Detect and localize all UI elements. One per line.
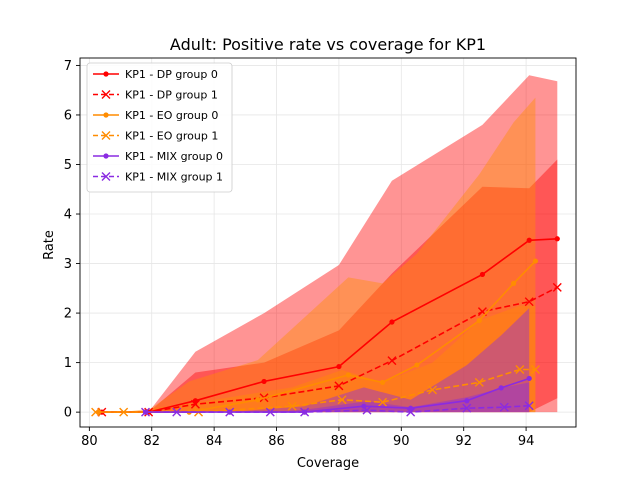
x-tick-label: 84 (206, 434, 223, 449)
data-point (141, 407, 151, 417)
series-band (98, 97, 536, 413)
series-line (145, 404, 530, 413)
legend-marker (103, 71, 109, 77)
legend-marker (103, 112, 109, 118)
data-point (414, 362, 420, 368)
legend-label: KP1 - DP group 1 (125, 89, 218, 102)
data-point (474, 377, 484, 387)
data-point (336, 363, 342, 370)
legend-marker (101, 172, 111, 181)
x-tick-label: 92 (455, 434, 472, 449)
y-tick-label: 3 (64, 257, 72, 272)
series-band (101, 75, 558, 413)
data-point (526, 375, 532, 382)
data-point (334, 381, 344, 391)
data-point (530, 365, 540, 375)
data-point (511, 280, 517, 286)
y-tick-label: 1 (64, 356, 72, 371)
data-point (172, 407, 182, 417)
legend-label: KP1 - MIX group 0 (125, 150, 223, 163)
plot-frame (79, 57, 577, 428)
data-point (389, 319, 395, 325)
x-tick-label: 90 (393, 434, 410, 449)
y-tick-label: 6 (64, 108, 72, 123)
data-point (524, 401, 534, 411)
legend: KP1 - DP group 0 KP1 - DP group 1 KP1 - EO… (86, 62, 233, 193)
chart-title: Adult: Positive rate vs coverage for KP1 (170, 35, 486, 54)
data-point (498, 385, 504, 391)
legend-marker (103, 153, 109, 159)
x-tick-label: 80 (81, 434, 98, 449)
data-point (515, 365, 525, 375)
plot-area: 80 82 84 86 88 90 92 94 0 1 2 3 4 5 6 7 (64, 57, 577, 449)
data-point (499, 402, 509, 412)
legend-label: KP1 - EO group 1 (125, 130, 218, 143)
data-point (526, 237, 532, 243)
data-point (362, 405, 372, 415)
y-tick-label: 0 (64, 406, 72, 421)
data-point (337, 395, 347, 405)
data-point (265, 407, 275, 417)
data-point (261, 378, 267, 385)
data-point (552, 282, 562, 292)
legend-marker (101, 90, 111, 99)
x-tick-label: 82 (143, 434, 160, 449)
y-tick-label: 2 (64, 307, 72, 322)
legend-box (86, 62, 233, 193)
data-point (190, 399, 200, 409)
data-point (408, 405, 414, 411)
data-point (464, 398, 470, 404)
data-point (91, 407, 101, 417)
data-point (524, 297, 534, 307)
x-axis-label: Coverage (297, 456, 359, 471)
data-point (406, 407, 416, 417)
legend-label: KP1 - MIX group 1 (125, 171, 223, 184)
data-point (476, 317, 482, 324)
x-tick-label: 94 (518, 434, 535, 449)
series-line (145, 377, 530, 413)
series-band (145, 308, 530, 413)
data-point (387, 356, 397, 366)
legend-marker (101, 131, 111, 140)
data-point (554, 236, 560, 242)
y-axis-label: Rate (42, 230, 57, 260)
data-point (379, 379, 386, 386)
data-point (479, 271, 486, 278)
data-point (462, 403, 472, 413)
x-tick-label: 86 (268, 434, 285, 449)
data-point (287, 401, 297, 411)
data-point (225, 407, 235, 417)
legend-label: KP1 - DP group 0 (125, 68, 218, 81)
y-tick-label: 5 (64, 158, 72, 173)
data-point (428, 385, 437, 395)
legend-label: KP1 - EO group 0 (125, 109, 218, 122)
x-tick-label: 88 (331, 434, 348, 449)
data-point (300, 407, 310, 417)
data-point (119, 407, 129, 417)
data-point (532, 258, 539, 264)
data-point (345, 372, 351, 378)
data-point (255, 397, 261, 403)
y-tick-label: 7 (64, 59, 72, 74)
series-band (101, 159, 558, 413)
y-tick-label: 4 (64, 208, 72, 223)
data-point (378, 397, 388, 407)
series-band (95, 305, 536, 413)
